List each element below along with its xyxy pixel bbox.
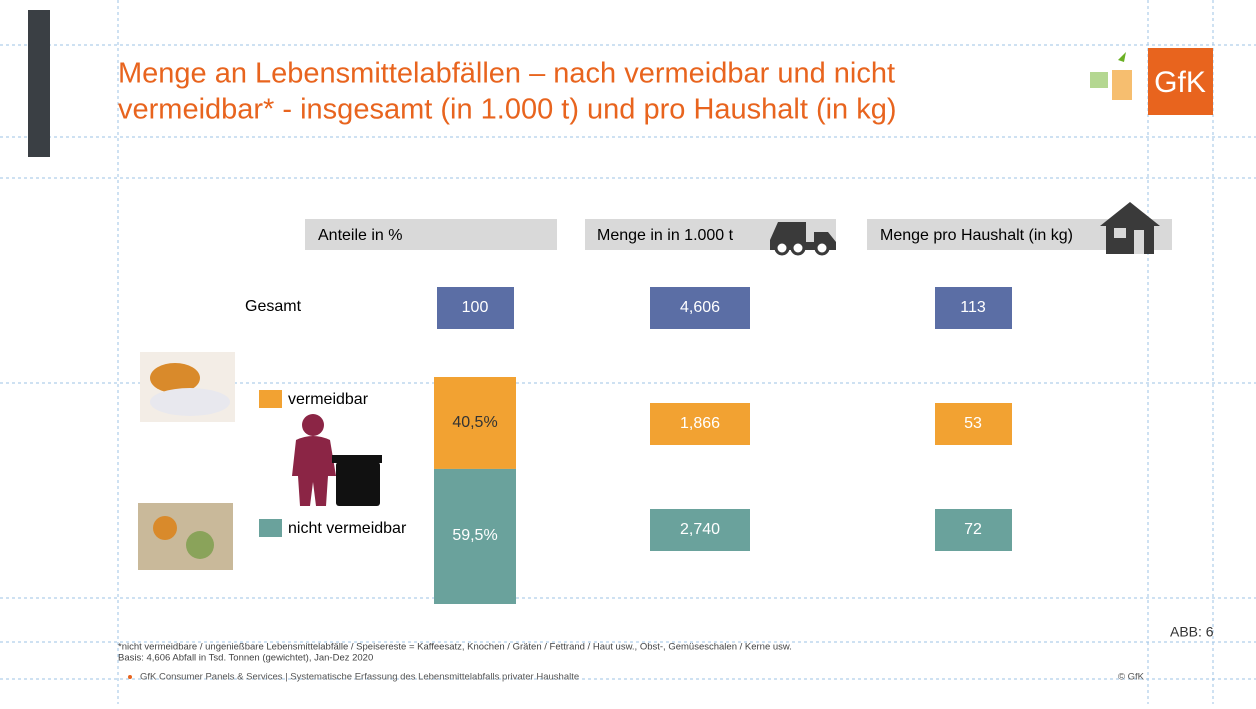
zu-gut-logo — [1090, 52, 1132, 100]
legend-label: nicht vermeidbar — [288, 520, 407, 537]
bullet — [128, 675, 132, 679]
share-label: 40,5% — [452, 414, 497, 431]
footnote: Basis: 4,606 Abfall in Tsd. Tonnen (gewi… — [118, 653, 373, 664]
household-value: 113 — [960, 299, 986, 316]
legend-label: vermeidbar — [288, 391, 369, 408]
source: GfK Consumer Panels & Services | Systema… — [140, 672, 579, 683]
legend-swatch — [259, 519, 282, 537]
legend-swatch — [259, 390, 282, 408]
header: Anteile in % — [318, 227, 403, 244]
share-label: 59,5% — [452, 527, 497, 544]
tonnes-value: 1,866 — [680, 415, 720, 432]
logo: GfK — [1154, 66, 1206, 99]
house-icon — [1100, 202, 1160, 254]
footnote: *nicht vermeidbare / ungenießbare Lebens… — [118, 642, 792, 653]
share-value: 100 — [462, 299, 489, 316]
person-bin-icon — [292, 414, 382, 506]
waste-photo — [138, 503, 233, 570]
header: Menge in in 1.000 t — [597, 227, 734, 244]
badge: ABB: 6 — [1170, 624, 1214, 640]
title-line: vermeidbar* - insgesamt (in 1.000 t) und… — [118, 94, 897, 126]
copyright: © GfK — [1118, 672, 1145, 683]
tonnes-value: 2,740 — [680, 521, 720, 538]
household-value: 53 — [964, 415, 982, 432]
title-line: Menge an Lebensmittelabfällen – nach ver… — [118, 58, 895, 90]
food-photo — [140, 352, 235, 422]
side-bar — [28, 10, 50, 157]
tonnes-value: 4,606 — [680, 299, 720, 316]
household-value: 72 — [964, 521, 982, 538]
slide: Menge an Lebensmittelabfällen – nach ver… — [0, 0, 1256, 704]
header: Menge pro Haushalt (in kg) — [880, 227, 1073, 244]
row-label: Gesamt — [245, 298, 302, 315]
